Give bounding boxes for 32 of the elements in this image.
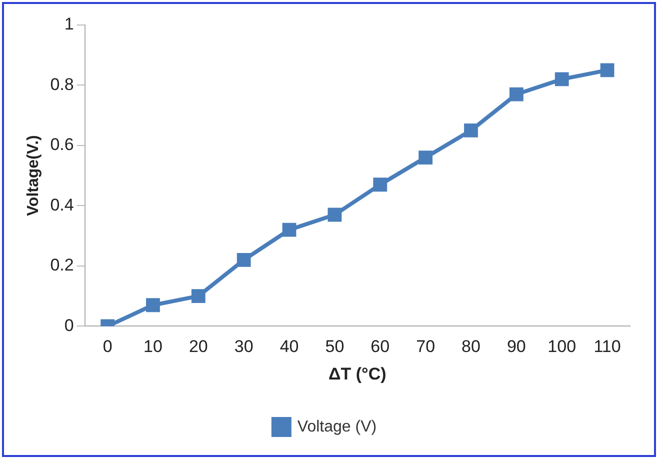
x-tick-label: 70 (416, 337, 436, 356)
y-tick-label: 0.8 (50, 74, 74, 94)
x-tick-label: 90 (506, 337, 526, 356)
point (509, 87, 524, 102)
point (554, 72, 569, 86)
legend-label: Voltage (V) (297, 418, 377, 436)
point (373, 178, 388, 192)
x-axis-title: ΔT (°C) (328, 364, 386, 384)
y-tick-label: 1 (64, 14, 74, 34)
point (600, 63, 614, 78)
point (282, 222, 296, 237)
x-tick-label: 20 (188, 337, 208, 356)
y-tick-label: 0.4 (50, 195, 74, 214)
x-tick-label: 0 (102, 337, 112, 356)
x-tick-label: 80 (462, 337, 480, 356)
point (418, 150, 433, 164)
point (191, 289, 206, 304)
x-tick-label: 10 (144, 337, 162, 356)
x-tick-label: 60 (370, 337, 390, 356)
point (328, 208, 342, 222)
x-tick-label: 100 (548, 337, 576, 356)
y-tick-label: 0.6 (50, 135, 74, 154)
x-tick-label: 50 (325, 337, 344, 356)
x-tick-label: 30 (234, 337, 254, 356)
x-tick-label: 110 (594, 337, 621, 356)
y-axis-title: Voltage(V.) (25, 135, 42, 216)
point (464, 123, 478, 138)
point (146, 298, 160, 312)
y-tick-label: 0 (64, 316, 74, 335)
x-tick-label: 40 (280, 337, 299, 356)
point (236, 252, 251, 267)
y-tick-label: 0.2 (50, 256, 74, 275)
